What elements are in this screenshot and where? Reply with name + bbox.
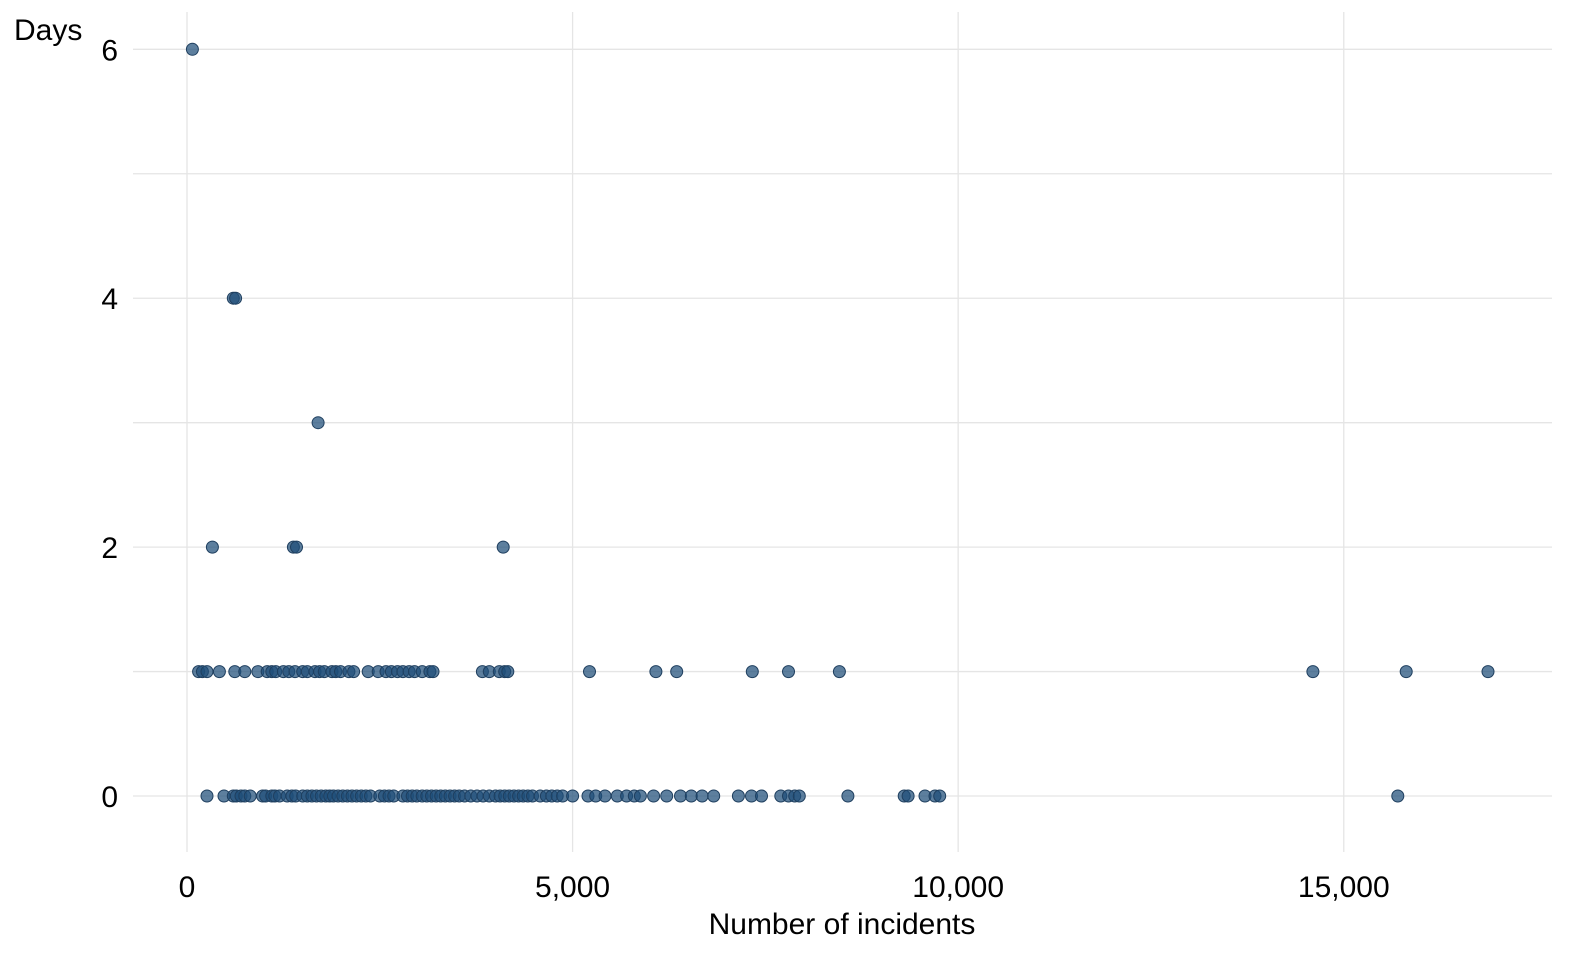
x-axis-title: Number of incidents xyxy=(709,908,976,941)
data-point xyxy=(647,789,661,803)
data-point xyxy=(674,789,687,803)
data-point xyxy=(1399,665,1413,679)
data-point xyxy=(670,665,684,679)
data-point xyxy=(649,665,663,679)
data-point xyxy=(841,789,855,803)
data-point xyxy=(731,789,745,803)
data-point xyxy=(205,540,219,554)
data-point xyxy=(792,789,806,803)
x-tick-label: 10,000 xyxy=(912,871,1004,904)
data-point xyxy=(1391,789,1405,803)
data-point xyxy=(212,665,226,679)
data-point xyxy=(347,665,361,679)
data-point xyxy=(290,540,303,554)
data-point xyxy=(684,789,698,803)
y-axis-title: Days xyxy=(14,14,82,47)
data-point xyxy=(185,42,199,56)
data-points xyxy=(185,42,1495,803)
data-point xyxy=(426,665,440,679)
data-point xyxy=(695,789,709,803)
y-tick-label: 0 xyxy=(101,781,118,814)
y-tick-labels: 0 2 4 6 xyxy=(101,34,118,814)
x-tick-label: 15,000 xyxy=(1298,871,1390,904)
data-point xyxy=(755,789,768,803)
y-tick-label: 6 xyxy=(101,34,118,67)
data-point xyxy=(229,291,243,305)
data-point xyxy=(660,789,674,803)
data-point xyxy=(238,665,252,679)
x-tick-label: 5,000 xyxy=(535,871,610,904)
x-gridlines xyxy=(186,12,1345,852)
data-point xyxy=(1306,665,1320,679)
data-point xyxy=(583,665,596,679)
data-point xyxy=(200,789,214,803)
data-point xyxy=(633,789,647,803)
data-point xyxy=(200,665,214,679)
data-point xyxy=(901,789,915,803)
data-point xyxy=(311,416,325,430)
data-point xyxy=(832,665,846,679)
data-point xyxy=(933,789,947,803)
x-tick-labels: 0 5,000 10,000 15,000 xyxy=(179,871,1390,904)
data-point xyxy=(598,789,612,803)
data-point xyxy=(496,540,510,554)
x-tick-label: 0 xyxy=(179,871,196,904)
data-point xyxy=(243,789,257,803)
y-gridlines xyxy=(133,48,1552,797)
data-point xyxy=(501,665,515,679)
data-point xyxy=(745,665,759,679)
data-point xyxy=(566,789,580,803)
data-point xyxy=(1481,665,1495,679)
y-tick-label: 4 xyxy=(101,283,118,316)
data-point xyxy=(782,665,795,679)
data-point xyxy=(707,789,721,803)
y-tick-label: 2 xyxy=(101,532,118,565)
